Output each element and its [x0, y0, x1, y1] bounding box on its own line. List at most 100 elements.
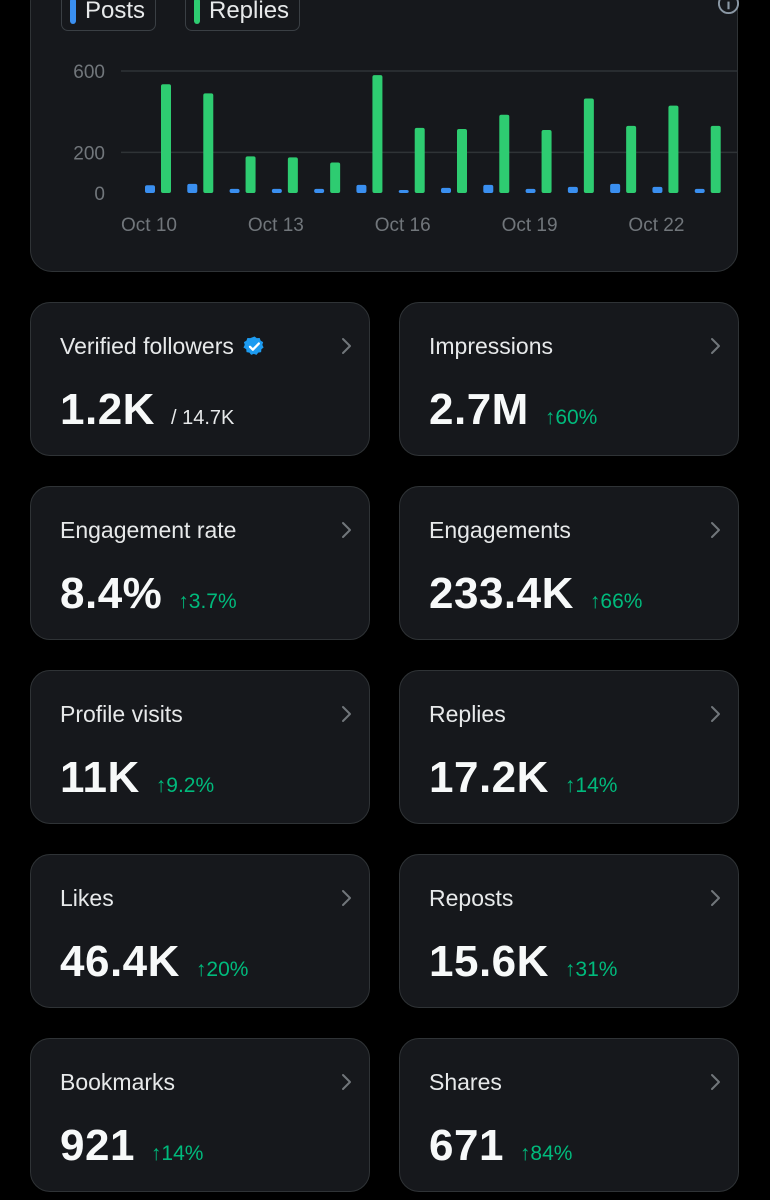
- stat-change-value: 3.7%: [188, 590, 237, 613]
- stat-value-row: 46.4K ↑20%: [60, 937, 248, 987]
- bar-replies-4[interactable]: [330, 162, 341, 194]
- bar-replies-2[interactable]: [245, 156, 256, 193]
- bar-replies-8[interactable]: [499, 114, 510, 193]
- stat-change-value: 14%: [575, 774, 618, 797]
- stat-label-text: Shares: [429, 1069, 502, 1095]
- chevron-right-icon: [342, 522, 351, 538]
- stat-value: 2.7M: [429, 385, 529, 434]
- up-arrow-icon: ↑: [519, 1142, 531, 1165]
- bar-replies-12[interactable]: [668, 105, 679, 193]
- stat-label-text: Engagement rate: [60, 517, 237, 543]
- bar-replies-7[interactable]: [457, 128, 467, 193]
- stat-label: Reposts: [429, 885, 513, 912]
- x-tick-label: Oct 16: [375, 215, 431, 236]
- bar-replies-6[interactable]: [414, 127, 425, 193]
- stat-change-value: 20%: [206, 958, 249, 981]
- chevron-right-icon: [342, 338, 351, 354]
- bar-replies-13[interactable]: [710, 125, 721, 193]
- bar-posts-7[interactable]: [441, 187, 451, 193]
- stat-card-shares[interactable]: Shares 671 ↑84%: [399, 1038, 739, 1192]
- y-tick-label: 0: [94, 184, 105, 205]
- chevron-right-icon: [711, 890, 720, 906]
- chevron-right-icon: [342, 1074, 351, 1090]
- stat-change-value: 66%: [600, 590, 643, 613]
- y-tick-label: 600: [73, 62, 105, 83]
- stat-value: 46.4K: [60, 937, 180, 986]
- stat-change: ↑84%: [520, 1142, 573, 1166]
- stat-label: Engagements: [429, 517, 571, 544]
- bar-posts-9[interactable]: [525, 188, 536, 193]
- chevron-right-icon: [711, 1074, 720, 1090]
- up-arrow-icon: ↑: [150, 1142, 162, 1165]
- stat-change-value: 84%: [530, 1142, 573, 1165]
- stat-change-value: 60%: [555, 406, 598, 429]
- stat-card-impressions[interactable]: Impressions 2.7M ↑60%: [399, 302, 739, 456]
- legend-posts-label: Posts: [85, 0, 146, 24]
- stat-value: 671: [429, 1121, 504, 1170]
- stat-label: Verified followers: [60, 333, 266, 360]
- stat-change-value: 31%: [575, 958, 618, 981]
- bar-replies-5[interactable]: [372, 75, 383, 193]
- bar-chart: 0 200 600 Oct 10 Oct 13 Oct 16 Oct 19 Oct 22: [73, 62, 737, 236]
- stat-change: ↑31%: [565, 958, 618, 982]
- bar-replies-9[interactable]: [541, 129, 552, 193]
- stat-label: Replies: [429, 701, 506, 728]
- stat-change-value: 14%: [161, 1142, 204, 1165]
- stat-change: ↑14%: [151, 1142, 204, 1166]
- stat-value-row: 2.7M ↑60%: [429, 385, 597, 435]
- bar-posts-1[interactable]: [187, 183, 198, 193]
- stat-value-row: 921 ↑14%: [60, 1121, 203, 1171]
- stat-value: 8.4%: [60, 569, 163, 618]
- up-arrow-icon: ↑: [544, 406, 556, 429]
- stat-value-row: 8.4% ↑3.7%: [60, 569, 237, 619]
- up-arrow-icon: ↑: [589, 590, 601, 613]
- stat-card-bookmarks[interactable]: Bookmarks 921 ↑14%: [30, 1038, 370, 1192]
- bar-posts-2[interactable]: [229, 188, 240, 193]
- stat-card-replies[interactable]: Replies 17.2K ↑14%: [399, 670, 739, 824]
- stat-label-text: Likes: [60, 885, 114, 911]
- stat-change: ↑3.7%: [178, 590, 236, 614]
- bar-posts-8[interactable]: [483, 184, 494, 193]
- replies-swatch: [194, 0, 200, 24]
- bar-posts-4[interactable]: [314, 188, 325, 193]
- bar-posts-0[interactable]: [145, 185, 155, 193]
- bar-posts-3[interactable]: [271, 188, 282, 193]
- bar-posts-10[interactable]: [567, 186, 578, 193]
- stat-change: ↑66%: [590, 590, 643, 614]
- bar-posts-6[interactable]: [398, 189, 409, 193]
- bar-posts-11[interactable]: [610, 183, 621, 193]
- bar-posts-12[interactable]: [652, 186, 663, 193]
- stat-value: 233.4K: [429, 569, 574, 618]
- stat-value-row: 15.6K ↑31%: [429, 937, 617, 987]
- bar-replies-0[interactable]: [161, 84, 171, 193]
- stat-label: Profile visits: [60, 701, 183, 728]
- stat-card-reposts[interactable]: Reposts 15.6K ↑31%: [399, 854, 739, 1008]
- stat-label-text: Engagements: [429, 517, 571, 543]
- bar-replies-3[interactable]: [287, 157, 298, 193]
- legend-toggle-replies[interactable]: Replies: [185, 0, 301, 31]
- stat-label-text: Reposts: [429, 885, 514, 911]
- stat-card-engagement-rate[interactable]: Engagement rate 8.4% ↑3.7%: [30, 486, 370, 640]
- stat-value: 1.2K: [60, 385, 155, 434]
- x-tick-label: Oct 10: [121, 215, 177, 236]
- bar-replies-1[interactable]: [203, 93, 214, 193]
- bar-replies-10[interactable]: [583, 98, 594, 193]
- up-arrow-icon: ↑: [195, 958, 207, 981]
- bar-posts-5[interactable]: [356, 184, 367, 193]
- bar-replies-11[interactable]: [626, 125, 637, 193]
- stat-card-likes[interactable]: Likes 46.4K ↑20%: [30, 854, 370, 1008]
- stat-value: 921: [60, 1121, 135, 1170]
- stat-value: 11K: [60, 753, 140, 802]
- legend-toggle-posts[interactable]: Posts: [61, 0, 157, 31]
- info-icon[interactable]: [717, 0, 740, 15]
- stat-card-engagements[interactable]: Engagements 233.4K ↑66%: [399, 486, 739, 640]
- stat-card-profile-visits[interactable]: Profile visits 11K ↑9.2%: [30, 670, 370, 824]
- stat-card-verified-followers[interactable]: Verified followers 1.2K / 14.7K: [30, 302, 370, 456]
- chevron-right-icon: [342, 706, 351, 722]
- up-arrow-icon: ↑: [178, 590, 189, 613]
- up-arrow-icon: ↑: [155, 774, 167, 797]
- stat-value: 15.6K: [429, 937, 549, 986]
- stat-label-text: Impressions: [429, 333, 553, 359]
- bar-posts-13[interactable]: [694, 188, 705, 193]
- verified-badge-icon: [243, 336, 264, 355]
